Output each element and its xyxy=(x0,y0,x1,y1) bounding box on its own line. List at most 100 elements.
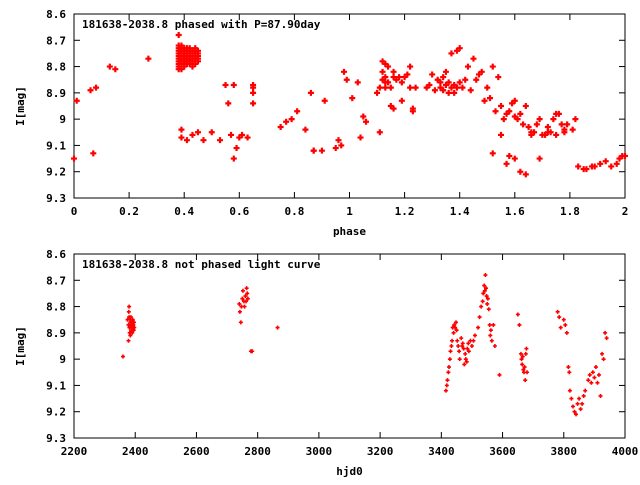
data-point xyxy=(473,333,478,338)
data-point xyxy=(127,304,132,309)
data-point xyxy=(183,137,190,144)
data-point xyxy=(360,113,367,120)
x-tick-label: 0.8 xyxy=(284,205,304,218)
data-point xyxy=(445,79,452,86)
data-point xyxy=(558,325,563,330)
data-point xyxy=(518,351,523,356)
data-point xyxy=(520,362,525,367)
data-point xyxy=(561,317,566,322)
data-point xyxy=(447,357,452,362)
data-point xyxy=(363,118,370,125)
x-tick-label: 2800 xyxy=(244,445,271,458)
data-point xyxy=(222,81,229,88)
y-tick-label: 9.3 xyxy=(46,192,66,205)
unphased-panel: 2200 2400 2600 2800 3000 3200 3400 3600 3800 4000… xyxy=(14,248,638,478)
data-point xyxy=(446,365,451,370)
data-point xyxy=(349,95,356,102)
data-point xyxy=(245,296,250,301)
data-point xyxy=(515,312,520,317)
data-point xyxy=(520,121,527,128)
data-point xyxy=(479,304,484,309)
data-point xyxy=(239,131,246,138)
data-point xyxy=(244,286,249,291)
data-point xyxy=(250,89,257,96)
data-point xyxy=(503,160,510,167)
data-point xyxy=(517,322,522,327)
data-point xyxy=(604,336,609,341)
data-point xyxy=(572,409,577,414)
data-point xyxy=(482,283,487,288)
data-point xyxy=(294,108,301,115)
data-point xyxy=(464,63,471,70)
phased-panel: 0 0.2 0.4 0.6 0.8 1 1.2 1.4 1.6 1.8 2 8.6 8.7 8.8 8.9 9… xyxy=(14,8,628,238)
data-point xyxy=(321,97,328,104)
data-point xyxy=(525,124,532,131)
data-point xyxy=(467,87,474,94)
data-point xyxy=(189,131,196,138)
data-point xyxy=(471,338,476,343)
data-point xyxy=(217,137,224,144)
data-point xyxy=(404,71,411,78)
data-point xyxy=(574,412,579,417)
data-point xyxy=(613,160,620,167)
data-point xyxy=(390,105,397,112)
data-point xyxy=(450,338,455,343)
data-point xyxy=(127,315,132,320)
data-point xyxy=(567,388,572,393)
data-point xyxy=(492,108,499,115)
data-point xyxy=(398,79,405,86)
data-point xyxy=(382,74,389,81)
data-point xyxy=(473,76,480,83)
data-point xyxy=(307,89,314,96)
data-point xyxy=(332,145,339,152)
y-tick-label: 9.3 xyxy=(46,432,66,445)
data-point xyxy=(536,155,543,162)
data-point xyxy=(457,357,462,362)
data-point xyxy=(462,76,469,83)
y-axis-title: I[mag] xyxy=(14,326,27,366)
data-point xyxy=(175,32,182,39)
data-point xyxy=(461,346,466,351)
data-point xyxy=(452,322,457,327)
data-point xyxy=(431,87,438,94)
data-point xyxy=(126,338,131,343)
data-point xyxy=(477,315,482,320)
data-point xyxy=(544,129,551,136)
data-point xyxy=(553,131,560,138)
data-point xyxy=(106,63,113,70)
y-tick-label: 9.1 xyxy=(46,379,66,392)
data-point xyxy=(566,365,571,370)
data-point xyxy=(130,317,135,322)
data-point xyxy=(485,301,490,306)
data-point xyxy=(451,330,456,335)
data-point xyxy=(459,336,464,341)
data-point xyxy=(555,309,560,314)
x-axis-title: hjd0 xyxy=(336,465,363,478)
data-point xyxy=(132,325,137,330)
data-point xyxy=(487,322,492,327)
data-point xyxy=(130,330,135,335)
data-point xyxy=(481,291,486,296)
data-point xyxy=(238,320,243,325)
x-tick-label: 1.6 xyxy=(505,205,525,218)
data-point xyxy=(511,155,518,162)
data-point xyxy=(250,349,255,354)
data-point xyxy=(489,150,496,157)
data-point xyxy=(485,296,490,301)
data-point xyxy=(583,388,588,393)
data-point xyxy=(572,116,579,123)
data-point xyxy=(469,344,474,348)
data-point xyxy=(407,63,414,70)
data-point xyxy=(466,349,471,354)
y-tick-label: 8.8 xyxy=(46,61,66,74)
data-point xyxy=(603,330,608,335)
data-point xyxy=(376,84,383,91)
data-point xyxy=(225,100,232,107)
data-point xyxy=(73,97,80,104)
data-point xyxy=(581,393,586,398)
data-point xyxy=(590,370,595,375)
data-point xyxy=(592,375,597,380)
data-point xyxy=(555,110,562,117)
x-tick-label: 2 xyxy=(622,205,629,218)
x-tick-label: 0.4 xyxy=(174,205,194,218)
